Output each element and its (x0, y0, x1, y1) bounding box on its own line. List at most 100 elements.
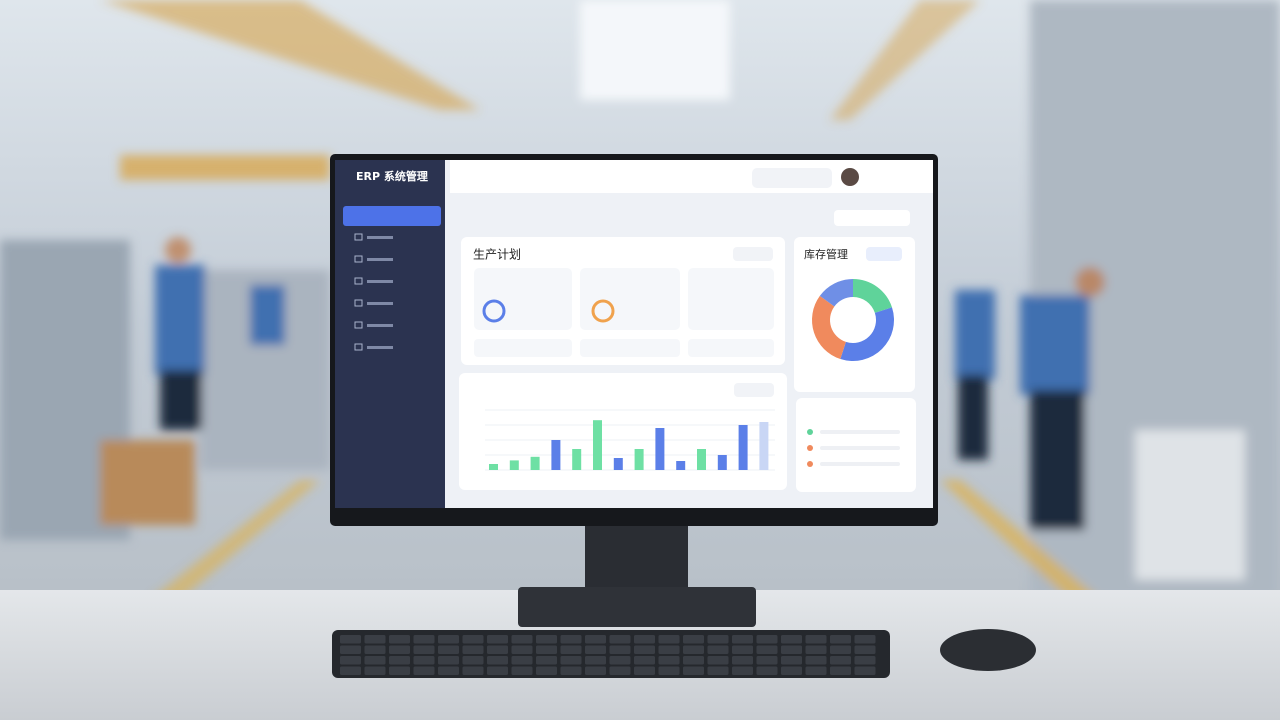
key (487, 635, 508, 644)
key (707, 656, 729, 665)
list-bar (820, 446, 900, 450)
key (707, 645, 729, 654)
nav-label (367, 302, 393, 305)
key (585, 656, 606, 665)
key (805, 635, 827, 644)
key (487, 666, 508, 675)
key (536, 666, 557, 675)
key (413, 656, 435, 665)
nav-label (367, 236, 393, 239)
bar (509, 460, 519, 470)
stat-icon (591, 299, 615, 323)
key (658, 666, 680, 675)
stat-box (688, 268, 774, 330)
card-button[interactable] (733, 247, 773, 261)
key (536, 635, 557, 644)
topbar (450, 160, 933, 193)
nav-icon (354, 321, 363, 329)
key (585, 666, 606, 675)
nav-label (367, 346, 393, 349)
date-filter[interactable] (834, 210, 910, 226)
key (683, 666, 704, 675)
key (487, 645, 508, 654)
key (781, 666, 802, 675)
sub-stat (688, 339, 774, 357)
key (830, 635, 851, 644)
key (413, 645, 435, 654)
nav-label (367, 324, 393, 327)
key (634, 635, 655, 644)
key (854, 635, 876, 644)
nav (354, 233, 393, 351)
bar (738, 425, 748, 470)
key (585, 645, 606, 654)
bar (530, 456, 540, 470)
key (560, 666, 582, 675)
key (438, 635, 459, 644)
key (536, 645, 557, 654)
key (732, 635, 753, 644)
search-box[interactable] (752, 168, 832, 188)
key (707, 666, 729, 675)
donut-segment (840, 307, 894, 361)
donut-chart (812, 279, 894, 361)
key (462, 666, 484, 675)
card-button[interactable] (866, 247, 902, 261)
nav-icon (354, 233, 363, 241)
key (364, 645, 386, 654)
key (511, 666, 533, 675)
key (805, 645, 827, 654)
list-bar (820, 430, 900, 434)
monitor-base (518, 587, 756, 627)
key (364, 635, 386, 644)
key (389, 645, 410, 654)
key (634, 645, 655, 654)
key (732, 656, 753, 665)
key (560, 645, 582, 654)
key (830, 656, 851, 665)
key (413, 635, 435, 644)
key (585, 635, 606, 644)
sub-stat (474, 339, 572, 357)
nav-label (367, 258, 393, 261)
bar-chart (485, 409, 775, 471)
bar (634, 449, 644, 470)
key (609, 666, 631, 675)
key (364, 656, 386, 665)
key (438, 656, 459, 665)
key (364, 666, 386, 675)
keyboard-keys (340, 635, 876, 675)
avatar[interactable] (841, 168, 859, 186)
list-dot (807, 445, 813, 451)
key (609, 645, 631, 654)
key (781, 656, 802, 665)
bar (489, 464, 498, 470)
inventory-card (794, 237, 915, 392)
mouse (940, 629, 1036, 671)
key (340, 635, 361, 644)
key (658, 635, 680, 644)
card-button[interactable] (734, 383, 774, 397)
key (854, 656, 876, 665)
stat-box (580, 268, 680, 330)
key (560, 635, 582, 644)
nav-icon (354, 343, 363, 351)
bar (572, 449, 582, 470)
key (609, 635, 631, 644)
key (487, 656, 508, 665)
stat-box (474, 268, 572, 330)
key (560, 656, 582, 665)
nav-icon (354, 255, 363, 263)
bar (676, 461, 686, 470)
key (854, 666, 876, 675)
key (462, 656, 484, 665)
key (340, 645, 361, 654)
key (536, 656, 557, 665)
donut-segment (812, 295, 846, 359)
key (756, 635, 778, 644)
key (658, 656, 680, 665)
nav-item-active[interactable] (343, 206, 441, 226)
key (340, 666, 361, 675)
